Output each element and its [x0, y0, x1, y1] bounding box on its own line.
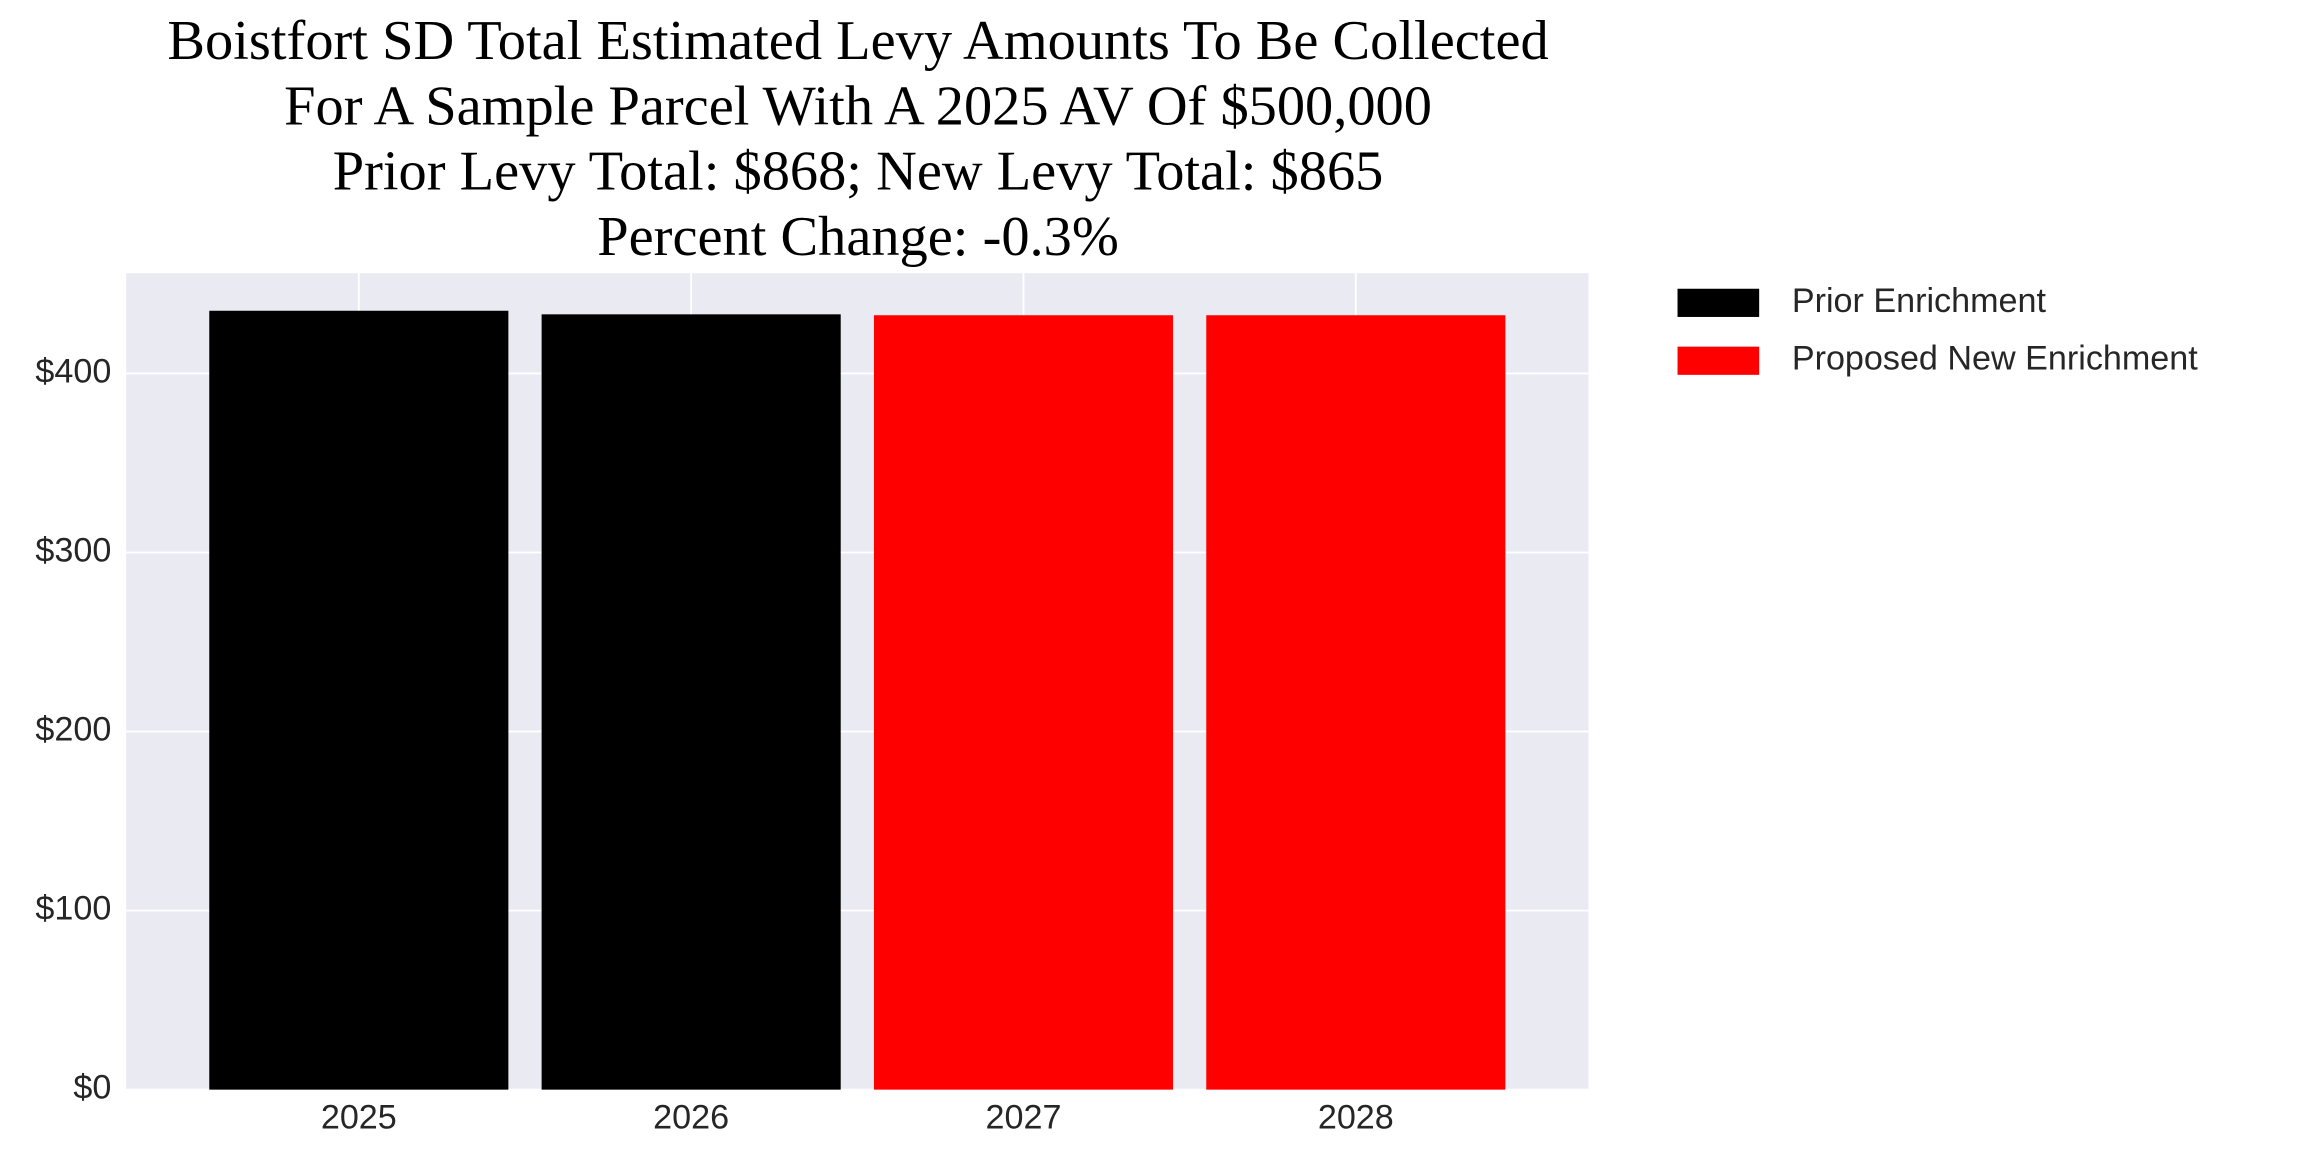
bar: [541, 314, 841, 1090]
y-tick-label: $400: [35, 352, 111, 390]
chart-title: Prior Levy Total: $868; New Levy Total: …: [333, 141, 1384, 203]
legend-swatch: [1677, 288, 1760, 317]
legend-label: Prior Enrichment: [1792, 282, 2047, 320]
legend-label: Proposed New Enrichment: [1792, 340, 2198, 378]
chart-title: Boistfort SD Total Estimated Levy Amount…: [167, 10, 1548, 72]
chart-title: For A Sample Parcel With A 2025 AV Of $5…: [284, 75, 1432, 137]
chart-title: Percent Change: -0.3%: [597, 206, 1119, 268]
x-tick-label: 2025: [321, 1098, 397, 1136]
y-tick-label: $0: [73, 1069, 111, 1107]
y-tick-label: $300: [35, 531, 111, 569]
legend-swatch: [1677, 346, 1760, 375]
x-tick-label: 2028: [1318, 1098, 1394, 1136]
bar: [873, 315, 1174, 1090]
y-tick-label: $200: [35, 711, 111, 749]
y-tick-label: $100: [35, 890, 111, 928]
x-tick-label: 2027: [986, 1098, 1062, 1136]
bar: [209, 310, 509, 1090]
bar: [1206, 315, 1506, 1090]
x-tick-label: 2026: [653, 1098, 729, 1136]
